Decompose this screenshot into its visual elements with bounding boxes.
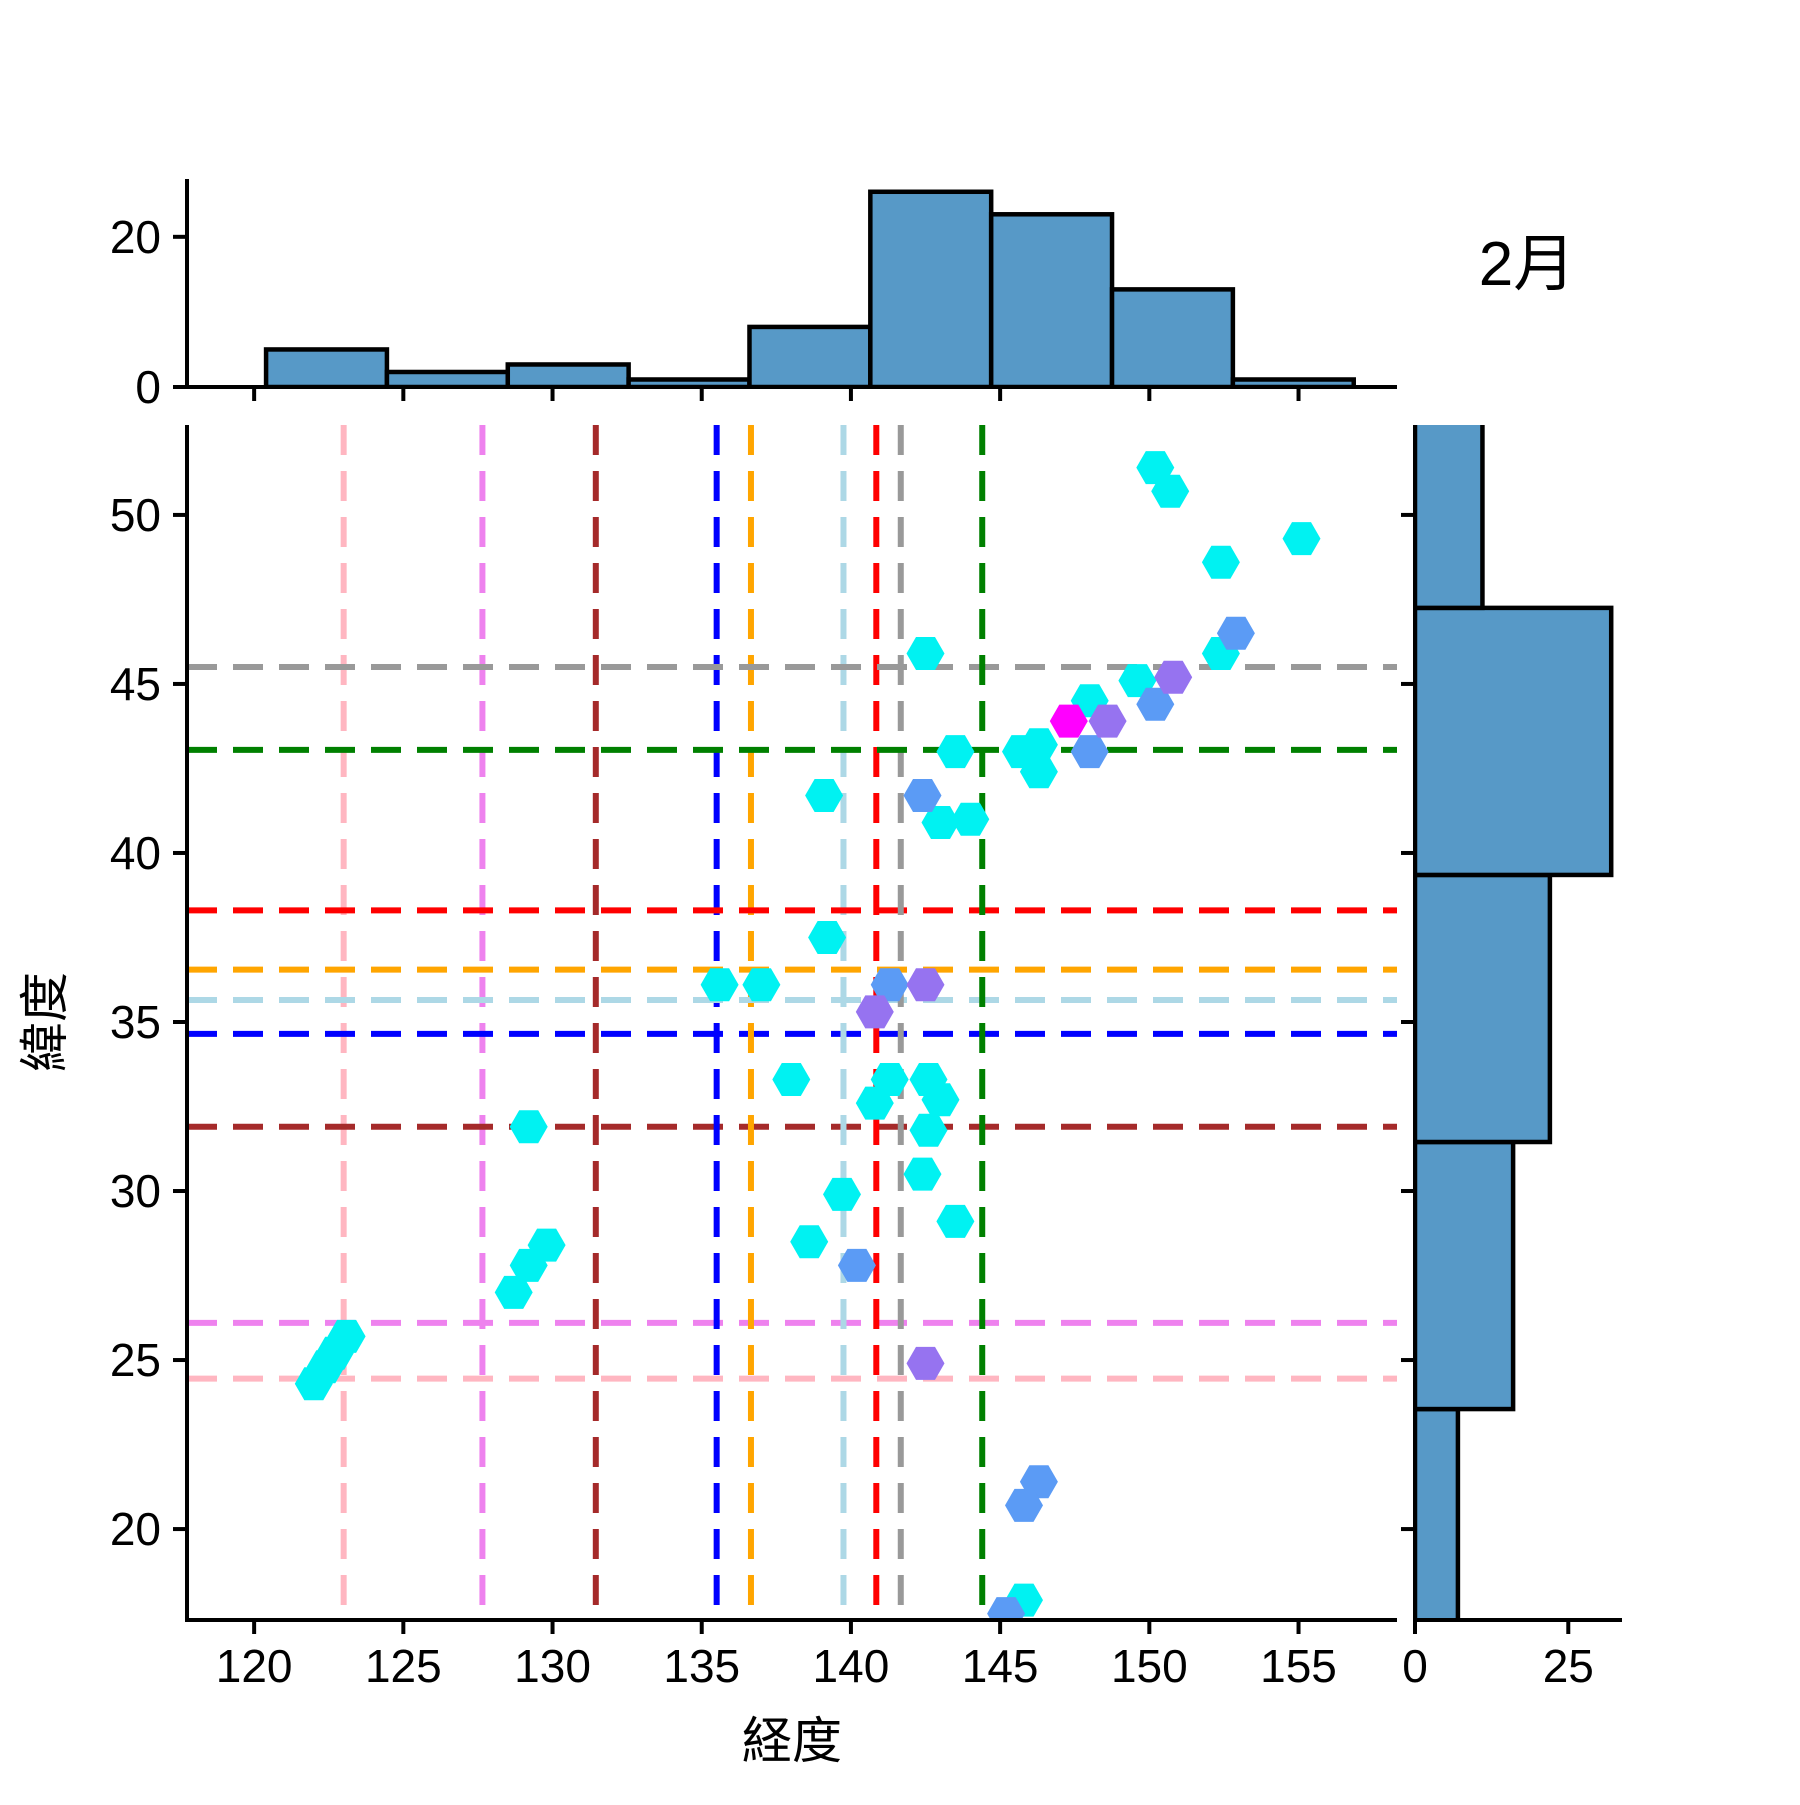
right-histogram-bar [1415, 425, 1485, 611]
right-hist-x-tick-label: 25 [1543, 1640, 1594, 1692]
series-magenta [1049, 704, 1088, 738]
y-tick-label: 45 [110, 658, 161, 710]
right-histogram-bars [1415, 425, 1614, 1620]
hex-marker-cyan [790, 1225, 829, 1259]
x-tick-label: 140 [813, 1640, 890, 1692]
top-hist-y-tick-label: 20 [110, 211, 161, 263]
right-histogram-bar [1415, 872, 1553, 1145]
hex-marker-cyan [936, 735, 975, 769]
hex-marker-cyan [921, 1083, 960, 1117]
right-histogram: 0 25 [1401, 425, 1622, 1692]
right-histogram-bar [1415, 605, 1614, 878]
hex-marker-cyan [294, 1367, 333, 1401]
y-tick-label: 20 [110, 1503, 161, 1555]
scatter-markers [294, 451, 1321, 1620]
hex-marker-cyan [772, 1063, 811, 1096]
top-histogram-bar [988, 212, 1115, 387]
series-medium-purple [855, 660, 1193, 1380]
hex-marker-cyan [936, 1204, 975, 1238]
hex-marker-medium-purple [1154, 660, 1193, 694]
right-histogram-bar [1415, 1406, 1461, 1620]
top-hist-y-tick-label: 0 [135, 361, 161, 413]
x-axis-label: 経度 [742, 1713, 842, 1769]
y-axis-label: 緯度 [17, 972, 73, 1072]
hex-marker-medium-purple [906, 968, 945, 1002]
y-tick-label: 25 [110, 1334, 161, 1386]
figure-title: 2月 [1479, 230, 1575, 299]
hex-marker-magenta [1049, 704, 1088, 738]
hex-marker-cyan [509, 1110, 548, 1144]
x-tick-label: 155 [1260, 1640, 1337, 1692]
x-tick-label: 150 [1111, 1640, 1188, 1692]
hex-marker-cyan [1019, 755, 1058, 789]
x-tick-label: 135 [663, 1640, 740, 1692]
hex-marker-cornflower-blue [1070, 735, 1109, 769]
hex-marker-cyan [808, 921, 847, 954]
crosshair-lines [187, 425, 1397, 1620]
right-histogram-bar [1415, 1139, 1516, 1412]
x-tick-label: 145 [962, 1640, 1039, 1692]
hex-marker-cyan [742, 968, 781, 1002]
hex-marker-cornflower-blue [1005, 1488, 1043, 1522]
top-histogram-bar [505, 362, 631, 387]
hex-marker-cyan [903, 1157, 942, 1191]
y-tick-label: 50 [110, 489, 161, 541]
hex-marker-cornflower-blue [1216, 616, 1255, 650]
top-histogram-bar [384, 369, 511, 387]
top-histogram: 0 20 [110, 179, 1397, 413]
hex-marker-cyan [921, 806, 960, 839]
top-histogram-bar [747, 324, 873, 387]
hex-marker-cyan [700, 968, 739, 1002]
hex-marker-cyan [823, 1177, 861, 1211]
series-cyan [294, 451, 1321, 1617]
hex-marker-cyan [1282, 522, 1321, 556]
series-cornflower-blue [837, 616, 1255, 1620]
hex-marker-cornflower-blue [987, 1597, 1026, 1620]
y-tick-label: 35 [110, 996, 161, 1048]
main-axes: 120 125 130 135 140 145 150 155 20 25 30 35 40 45 50 [110, 425, 1397, 1692]
hex-marker-cornflower-blue [1136, 687, 1175, 721]
hex-marker-cyan [855, 1086, 894, 1120]
hex-marker-cyan [909, 1113, 948, 1147]
hex-marker-medium-purple [906, 1346, 945, 1380]
hex-marker-medium-purple [1088, 704, 1127, 738]
hex-marker-cornflower-blue [870, 968, 909, 1002]
right-hist-x-tick-label: 0 [1402, 1640, 1428, 1692]
hex-marker-cyan [509, 1248, 548, 1282]
hex-marker-cornflower-blue [903, 779, 942, 812]
hex-marker-cyan [494, 1275, 533, 1309]
x-tick-label: 120 [216, 1640, 293, 1692]
hex-marker-medium-purple [855, 995, 894, 1029]
top-histogram-bars [263, 189, 1356, 387]
x-tick-label: 130 [514, 1640, 591, 1692]
main-spines [185, 425, 1397, 1622]
top-histogram-bar [1109, 287, 1236, 387]
hex-marker-cyan [1201, 545, 1240, 579]
hex-marker-cornflower-blue [837, 1248, 876, 1282]
top-histogram-bar [868, 189, 994, 387]
hex-marker-cyan [906, 637, 945, 670]
y-tick-label: 30 [110, 1165, 161, 1217]
y-tick-label: 40 [110, 827, 161, 879]
hex-marker-cyan [1151, 474, 1190, 508]
hex-marker-cyan [805, 779, 844, 812]
hex-marker-cyan [951, 802, 990, 836]
x-tick-label: 125 [365, 1640, 442, 1692]
top-histogram-bar [263, 347, 390, 387]
